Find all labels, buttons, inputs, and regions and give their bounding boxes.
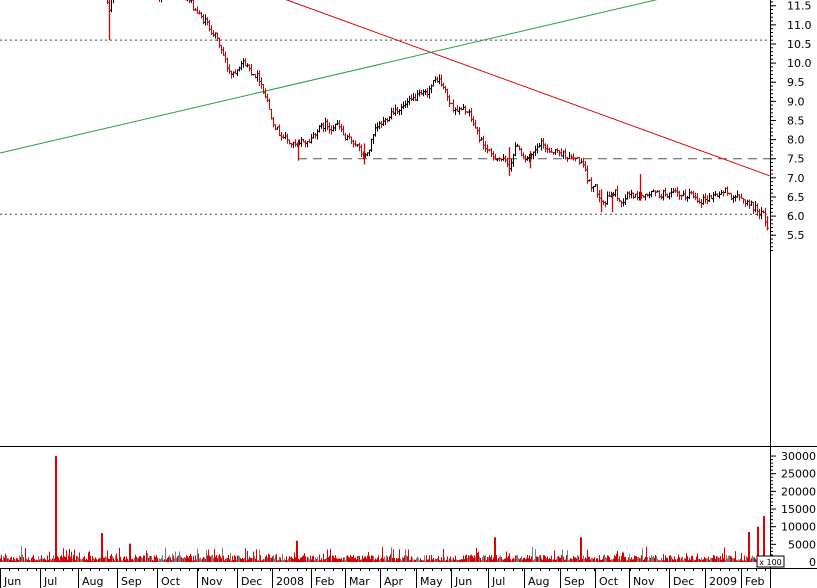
date-tick-label: 2009 (709, 575, 737, 588)
date-tick-label: Jun (454, 575, 472, 588)
price-bars (107, 0, 769, 231)
date-tick-label: Sep (564, 575, 585, 588)
volume-spike-bar (129, 543, 131, 562)
date-tick-label: Jul (43, 575, 57, 588)
date-tick-label: Jun (3, 575, 21, 588)
date-tick-label: Mar (349, 575, 370, 588)
volume-spike-bar (296, 540, 298, 562)
date-tick-label: 2008 (276, 575, 304, 588)
date-tick-label: Nov (633, 575, 655, 588)
date-tick-label: Aug (82, 575, 103, 588)
volume-tick-label: 30000 (781, 450, 816, 463)
volume-spike-bar (763, 516, 765, 562)
date-tick-label: Feb (745, 575, 764, 588)
price-tick-label: 11.5 (787, 0, 812, 13)
volume-spike-bar (748, 531, 750, 562)
price-panel (0, 0, 771, 231)
date-tick-label: Oct (599, 575, 619, 588)
price-tick-label: 7.0 (787, 172, 805, 185)
price-tick-label: 8.5 (787, 114, 805, 127)
price-tick-label: 6.5 (787, 191, 805, 204)
volume-tick-label: 5000 (788, 538, 816, 551)
price-tick-label: 11.0 (787, 19, 812, 32)
date-tick-label: Oct (161, 575, 181, 588)
price-tick-label: 9.0 (787, 95, 805, 108)
price-tick-label: 5.5 (787, 229, 805, 242)
volume-spike-bar (55, 456, 57, 562)
date-tick-label: Jul (491, 575, 505, 588)
red-trendline (285, 0, 771, 177)
price-tick-label: 8.0 (787, 134, 805, 147)
price-overlays (0, 0, 771, 215)
date-tick-label: Dec (241, 575, 262, 588)
volume-spike-bar (580, 537, 582, 562)
price-tick-label: 9.5 (787, 76, 805, 89)
green-trendline (0, 0, 658, 154)
date-tick-label: Nov (201, 575, 223, 588)
date-tick-label: Feb (315, 575, 334, 588)
volume-tick-label: 15000 (781, 503, 816, 516)
volume-panel (0, 456, 769, 562)
volume-tick-label: 0 (809, 556, 816, 569)
date-tick-label: Aug (528, 575, 549, 588)
price-tick-label: 10.5 (787, 38, 812, 51)
volume-multiplier-box (756, 555, 785, 568)
volume-spike-bar (757, 526, 759, 562)
price-tick-label: 6.0 (787, 210, 805, 223)
volume-tick-label: 25000 (781, 468, 816, 481)
volume-tick-label: 10000 (781, 521, 816, 534)
date-tick-label: Apr (384, 575, 404, 588)
price-tick-label: 7.5 (787, 153, 805, 166)
volume-spike-bar (494, 537, 496, 562)
price-tick-label: 10.0 (787, 57, 812, 70)
volume-spike-bar (101, 533, 103, 562)
volume-bars (0, 456, 769, 562)
date-tick-label: May (420, 575, 443, 588)
date-tick-label: Dec (673, 575, 694, 588)
date-tick-label: Sep (121, 575, 142, 588)
volume-multiplier-label: x 100 (759, 558, 782, 567)
volume-tick-label: 20000 (781, 485, 816, 498)
